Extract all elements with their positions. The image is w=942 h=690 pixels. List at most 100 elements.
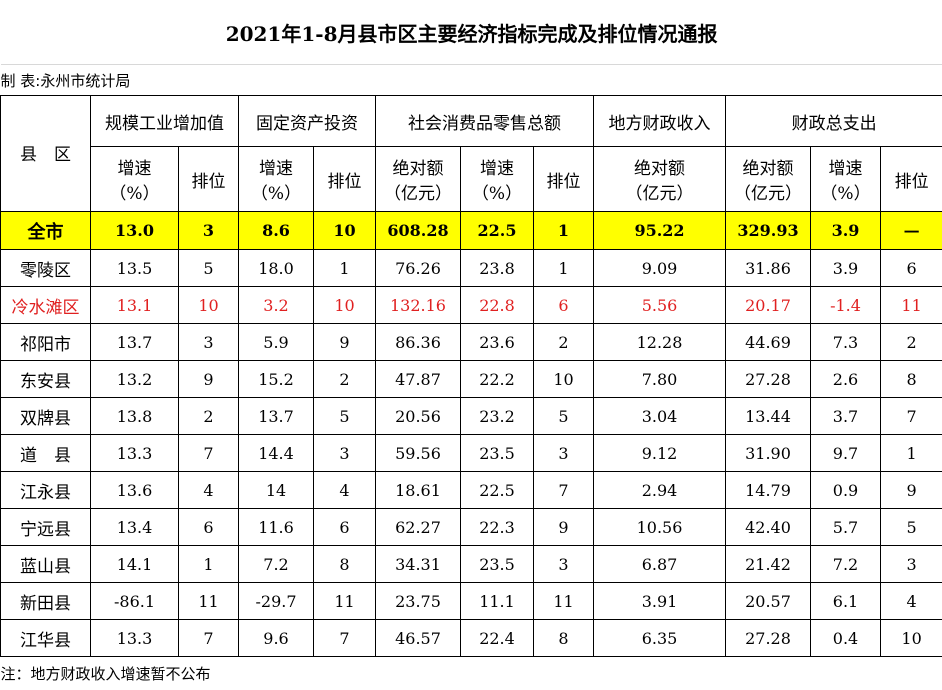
table-cell: 7 bbox=[881, 398, 942, 435]
table-cell: 13.6 bbox=[91, 472, 179, 509]
table-cell: 22.5 bbox=[461, 212, 534, 250]
corner-header: 县 区 bbox=[1, 96, 91, 212]
table-cell: 11.6 bbox=[239, 509, 314, 546]
sub-header: 增速 （%） bbox=[91, 147, 179, 212]
table-cell: 13.8 bbox=[91, 398, 179, 435]
sub-header: 绝对额 （亿元） bbox=[594, 147, 726, 212]
table-row: 增速 （%）排位增速 （%）排位绝对额 （亿元）增速 （%）排位绝对额 （亿元）… bbox=[1, 147, 942, 212]
table-cell: 10.56 bbox=[594, 509, 726, 546]
sub-header: 排位 bbox=[881, 147, 942, 212]
table-cell: 27.28 bbox=[726, 361, 811, 398]
table-cell: 2.6 bbox=[811, 361, 881, 398]
table-cell: 20.57 bbox=[726, 583, 811, 620]
table-cell: 22.4 bbox=[461, 620, 534, 657]
table-cell: 42.40 bbox=[726, 509, 811, 546]
table-cell: 0.9 bbox=[811, 472, 881, 509]
table-cell: 8 bbox=[881, 361, 942, 398]
table-cell: 8.6 bbox=[239, 212, 314, 250]
table-cell: 13.2 bbox=[91, 361, 179, 398]
region-name: 全市 bbox=[1, 212, 91, 250]
table-cell: 3 bbox=[881, 546, 942, 583]
note: 注：地方财政收入增速暂不公布 bbox=[1, 657, 942, 690]
table-row: 县 区规模工业增加值固定资产投资社会消费品零售总额地方财政收入财政总支出 bbox=[1, 96, 942, 147]
group-header: 地方财政收入 bbox=[594, 96, 726, 147]
table-cell: 7 bbox=[314, 620, 376, 657]
table-cell: 2 bbox=[179, 398, 239, 435]
table-cell: 7.2 bbox=[239, 546, 314, 583]
table-cell: 1 bbox=[314, 250, 376, 287]
table-cell: 23.75 bbox=[376, 583, 461, 620]
table-cell: 13.3 bbox=[91, 435, 179, 472]
region-name: 道 县 bbox=[1, 435, 91, 472]
table-cell: 5 bbox=[534, 398, 594, 435]
table-cell: 7 bbox=[179, 435, 239, 472]
table-cell: 13.7 bbox=[239, 398, 314, 435]
table-cell: 9 bbox=[314, 324, 376, 361]
table-cell: 608.28 bbox=[376, 212, 461, 250]
table-cell: 13.44 bbox=[726, 398, 811, 435]
region-name: 冷水滩区 bbox=[1, 287, 91, 324]
table-cell: 14.1 bbox=[91, 546, 179, 583]
table-cell: 7.3 bbox=[811, 324, 881, 361]
table-cell: — bbox=[881, 212, 942, 250]
maker: 制 表:永州市统计局 bbox=[1, 65, 942, 96]
group-header: 社会消费品零售总额 bbox=[376, 96, 594, 147]
table-cell: 14.79 bbox=[726, 472, 811, 509]
table-cell: 11.1 bbox=[461, 583, 534, 620]
table-cell: 10 bbox=[314, 212, 376, 250]
table-cell: 3 bbox=[179, 212, 239, 250]
table-cell: 5 bbox=[179, 250, 239, 287]
sub-header: 增速 （%） bbox=[461, 147, 534, 212]
table-cell: 6 bbox=[179, 509, 239, 546]
table-cell: 31.90 bbox=[726, 435, 811, 472]
table-cell: 10 bbox=[314, 287, 376, 324]
table-cell: 22.2 bbox=[461, 361, 534, 398]
table-cell: 11 bbox=[881, 287, 942, 324]
table-cell: 95.22 bbox=[594, 212, 726, 250]
region-name: 双牌县 bbox=[1, 398, 91, 435]
table-cell: 76.26 bbox=[376, 250, 461, 287]
table-cell: 13.0 bbox=[91, 212, 179, 250]
table-cell: 4 bbox=[179, 472, 239, 509]
table-row: 注：地方财政收入增速暂不公布 bbox=[1, 657, 942, 690]
region-name: 零陵区 bbox=[1, 250, 91, 287]
table-cell: 7 bbox=[179, 620, 239, 657]
table-cell: 1 bbox=[881, 435, 942, 472]
table-cell: 11 bbox=[534, 583, 594, 620]
table-cell: 6 bbox=[881, 250, 942, 287]
region-name: 宁远县 bbox=[1, 509, 91, 546]
table-cell: 3 bbox=[534, 435, 594, 472]
table-cell: 0.4 bbox=[811, 620, 881, 657]
region-name: 祁阳市 bbox=[1, 324, 91, 361]
table-cell: 7.2 bbox=[811, 546, 881, 583]
table-cell: 5.56 bbox=[594, 287, 726, 324]
table-cell: 22.8 bbox=[461, 287, 534, 324]
table-cell: 6 bbox=[314, 509, 376, 546]
table-cell: 31.86 bbox=[726, 250, 811, 287]
table-cell: 20.17 bbox=[726, 287, 811, 324]
table-cell: 10 bbox=[534, 361, 594, 398]
table-cell: 1 bbox=[534, 250, 594, 287]
table-cell: 23.2 bbox=[461, 398, 534, 435]
sub-header: 排位 bbox=[534, 147, 594, 212]
table-cell: 13.3 bbox=[91, 620, 179, 657]
table-cell: 21.42 bbox=[726, 546, 811, 583]
region-name: 新田县 bbox=[1, 583, 91, 620]
sub-header: 绝对额 （亿元） bbox=[726, 147, 811, 212]
table-cell: 2 bbox=[881, 324, 942, 361]
table-cell: 3.9 bbox=[811, 212, 881, 250]
table-cell: 23.5 bbox=[461, 435, 534, 472]
table-cell: 1 bbox=[179, 546, 239, 583]
table-cell: 6 bbox=[534, 287, 594, 324]
region-name: 江华县 bbox=[1, 620, 91, 657]
table-cell: 13.4 bbox=[91, 509, 179, 546]
table-cell: 9 bbox=[534, 509, 594, 546]
table-cell: 5 bbox=[881, 509, 942, 546]
